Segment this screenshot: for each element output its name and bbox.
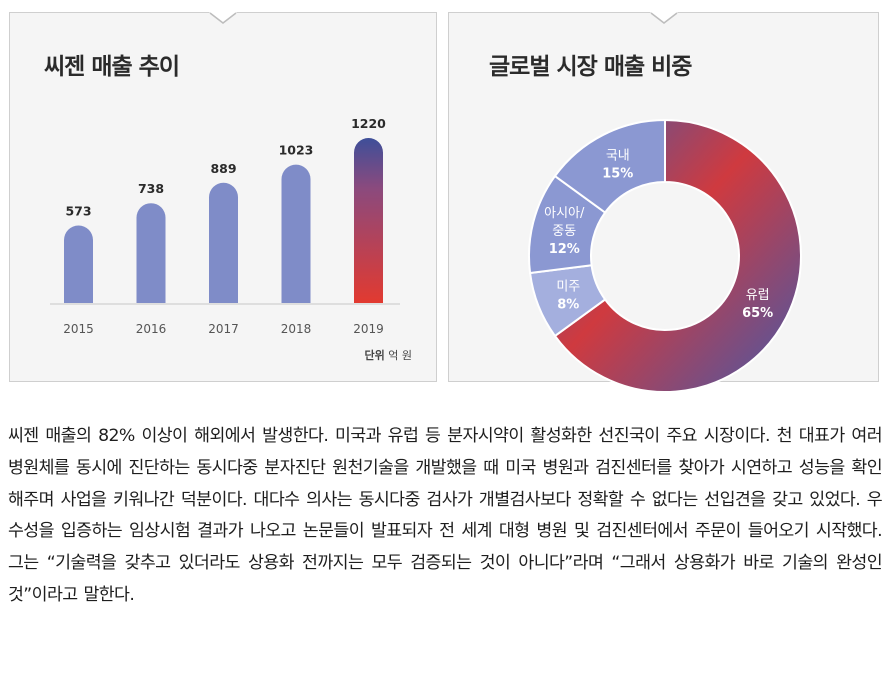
bar-value-label: 1220 (351, 116, 386, 131)
slice-value-label: 12% (549, 242, 580, 257)
x-tick-label: 2018 (281, 322, 312, 336)
donut-slice (553, 118, 666, 214)
bar-2018 (281, 164, 311, 303)
slice-name-label: 아시아/ (544, 206, 585, 221)
slice-name-label: 유럽 (746, 288, 770, 303)
donut-slice (553, 118, 802, 393)
bar-2019 (354, 138, 383, 303)
slice-name-label: 중동 (552, 224, 576, 239)
bar-value-label: 1023 (279, 143, 314, 158)
bar-value-label: 738 (138, 181, 164, 196)
unit-label: 단위 (364, 349, 385, 362)
panel-notch-icon (209, 12, 237, 24)
slice-value-label: 8% (557, 297, 579, 312)
bar-chart-plot: 573 2015 738 2016 889 2017 1023 2018 1220 2019 (50, 116, 400, 336)
panel-notch-icon (649, 12, 678, 24)
slice-name-label: 미주 (556, 279, 580, 294)
x-tick-label: 2015 (63, 322, 94, 336)
slice-value-label: 65% (742, 306, 773, 321)
bar-value-label: 573 (65, 204, 91, 219)
bar-2015 (64, 225, 93, 303)
article-paragraph: 씨젠 매출의 82% 이상이 해외에서 발생한다. 미국과 유럽 등 분자시약이… (8, 426, 883, 605)
bar-chart-panel: 씨젠 매출 추이 573 2015 738 2016 889 2017 1023 2018 12… (9, 12, 437, 382)
donut-chart-title: 글로벌 시장 매출 비중 (489, 54, 692, 80)
bar-2017 (209, 182, 238, 303)
donut-chart-panel: 글로벌 시장 매출 비중 유럽 65% 미주 8% 아시아/중동 12% 국내 15% (448, 12, 879, 393)
bar-value-label: 889 (210, 161, 236, 176)
x-tick-label: 2016 (136, 322, 167, 336)
unit-note: 단위 억 원 (365, 347, 413, 363)
slice-name-label: 국내 (606, 148, 630, 163)
donut-chart-plot: 유럽 65% 미주 8% 아시아/중동 12% 국내 15% (528, 118, 802, 393)
x-tick-label: 2019 (353, 322, 384, 336)
unit-value: 억 원 (388, 349, 412, 362)
bar-2016 (136, 203, 166, 303)
x-tick-label: 2017 (208, 322, 239, 336)
slice-value-label: 15% (602, 166, 633, 181)
bar-chart-title: 씨젠 매출 추이 (44, 54, 180, 80)
